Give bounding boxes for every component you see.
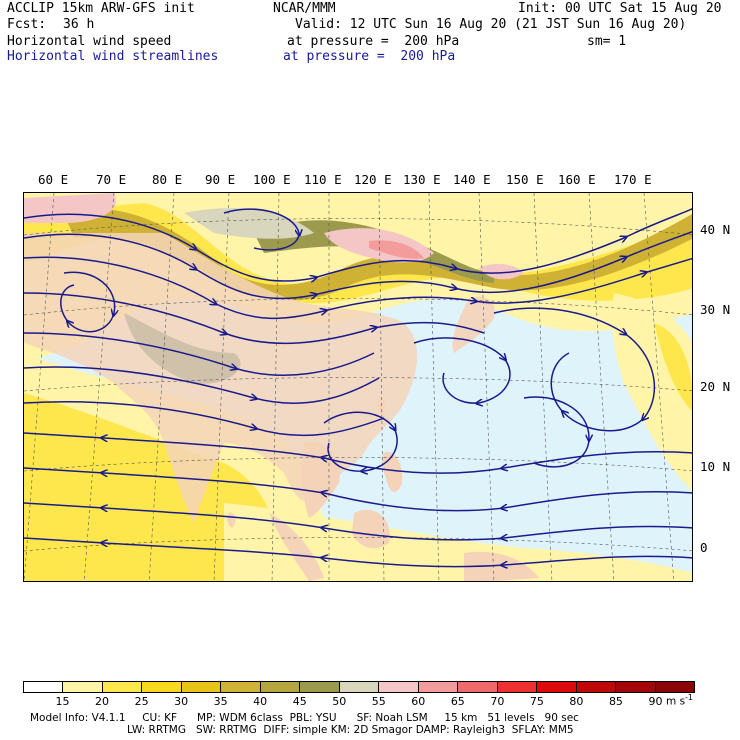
colorbar-tick-label: 20 (95, 695, 110, 708)
colorbar-swatch (300, 682, 340, 692)
map-canvas (24, 193, 692, 581)
colorbar-swatch (181, 682, 222, 692)
lon-label: 140 E (453, 172, 491, 187)
lat-label-equator: 0 (700, 540, 708, 555)
colorbar-tick-label: 55 (371, 695, 386, 708)
lon-label: 100 E (253, 172, 291, 187)
field-wind-speed-level: at pressure = 200 hPa (287, 34, 460, 49)
colorbar-units: m s-1 (666, 693, 693, 708)
model-info-line1: Model Info: V4.1.1 CU: KF MP: WDM 6class… (30, 712, 579, 724)
colorbar-tick-label: 85 (608, 695, 623, 708)
colorbar-swatch (63, 682, 103, 692)
lon-label: 130 E (403, 172, 441, 187)
colorbar-tick-label: 90 (648, 695, 663, 708)
colorbar-swatch (24, 682, 64, 692)
colorbar-swatch (458, 682, 498, 692)
colorbar-tick-label: 15 (55, 695, 70, 708)
lon-label: 70 E (96, 172, 127, 187)
forecast-value: 36 h (63, 17, 95, 32)
colorbar-tick-label: 70 (490, 695, 505, 708)
streamlines (24, 208, 692, 567)
colorbar-swatch (142, 682, 182, 692)
land-tibet-plateau (124, 313, 241, 384)
field-wind-speed: Horizontal wind speed (7, 34, 172, 49)
organization: NCAR/MMM (273, 1, 336, 16)
colorbar-tick-label: 25 (134, 695, 149, 708)
colorbar-swatch (102, 682, 143, 692)
colorbar-tick-label: 60 (411, 695, 426, 708)
colorbar-tick-label: 75 (529, 695, 544, 708)
field-streamlines-level: at pressure = 200 hPa (283, 49, 456, 64)
init-time: Init: 00 UTC Sat 15 Aug 20 (518, 1, 722, 16)
lon-label: 110 E (304, 172, 342, 187)
colorbar-swatch (260, 682, 301, 692)
colorbar-tick-label: 30 (174, 695, 189, 708)
colorbar-tick-label: 80 (569, 695, 584, 708)
land-taiwan (377, 397, 386, 415)
colorbar-swatch (379, 682, 419, 692)
lon-label: 60 E (38, 172, 69, 187)
colorbar-tick-label: 35 (213, 695, 228, 708)
lon-label: 120 E (354, 172, 392, 187)
colorbar-swatch (537, 682, 577, 692)
lon-label: 80 E (152, 172, 183, 187)
lat-label: 30 N (700, 302, 731, 317)
lon-label: 160 E (558, 172, 596, 187)
lon-label: 150 E (506, 172, 544, 187)
colorbar-swatch (339, 682, 380, 692)
map-panel (23, 192, 693, 582)
colorbar-tick-label: 50 (332, 695, 347, 708)
colorbar-swatch (616, 682, 656, 692)
smoothing-label: sm= 1 (587, 34, 627, 49)
colorbar-swatch (418, 682, 459, 692)
lon-label: 90 E (205, 172, 236, 187)
colorbar (23, 681, 695, 693)
lat-label: 10 N (700, 459, 731, 474)
lat-label: 20 N (700, 379, 731, 394)
colorbar-swatch (576, 682, 617, 692)
colorbar-tick-label: 65 (450, 695, 465, 708)
colorbar-swatch (497, 682, 538, 692)
model-info-line2: LW: RRTMG SW: RRTMG DIFF: simple KM: 2D … (127, 724, 574, 736)
colorbar-swatch (221, 682, 261, 692)
wind-speed-band (654, 323, 692, 411)
colorbar-tick-label: 45 (292, 695, 307, 708)
lon-label: 170 E (614, 172, 652, 187)
field-streamlines: Horizontal wind streamlines (7, 49, 219, 64)
colorbar-swatch (655, 682, 694, 692)
forecast-label: Fcst: (7, 17, 47, 32)
valid-time: Valid: 12 UTC Sun 16 Aug 20 (21 JST Sun … (295, 17, 687, 32)
colorbar-units-text: m s (666, 695, 686, 708)
model-title: ACCLIP 15km ARW-GFS init (7, 1, 195, 16)
lat-label: 40 N (700, 222, 731, 237)
colorbar-units-exponent: -1 (685, 693, 694, 702)
colorbar-tick-label: 40 (253, 695, 268, 708)
